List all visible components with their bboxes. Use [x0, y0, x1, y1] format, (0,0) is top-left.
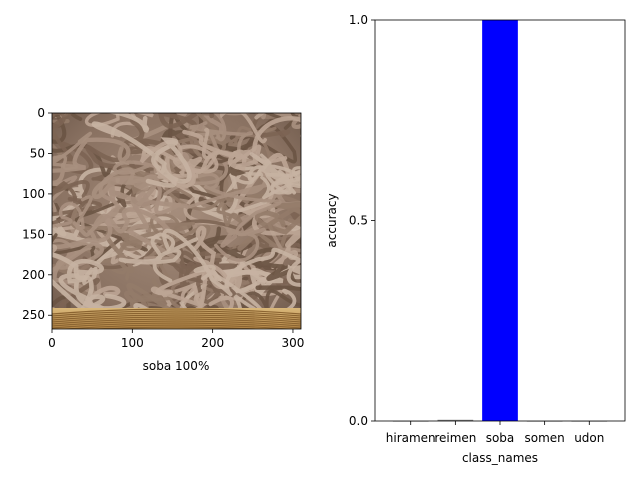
- image-y-tick-label: 250: [22, 308, 45, 322]
- y-axis-label: accuracy: [325, 193, 339, 247]
- x-tick-label-reimen: reimen: [434, 431, 476, 445]
- bars: [392, 20, 608, 422]
- x-axis-label: class_names: [462, 451, 538, 465]
- image-frame: [51, 112, 302, 330]
- image-y-axis: 0 50 100 150 200 250: [22, 106, 52, 322]
- bar-reimen: [437, 419, 474, 421]
- image-panel: 0 100 200 300 0 50 100 150 200 250 soba 100%: [22, 106, 304, 373]
- image-y-tick-label: 100: [22, 187, 45, 201]
- noodle-photo: [52, 113, 301, 329]
- x-tick-label-somen: somen: [525, 431, 565, 445]
- image-x-tick-label: 0: [48, 336, 56, 350]
- y-tick-label: 0.0: [349, 414, 368, 428]
- image-y-tick-label: 150: [22, 227, 45, 241]
- image-x-tick-label: 300: [282, 336, 305, 350]
- image-y-tick-label: 50: [30, 146, 45, 160]
- image-y-tick-label: 0: [37, 106, 45, 120]
- y-axis: 0.0 0.5 1.0: [349, 13, 375, 428]
- y-tick-label: 0.5: [349, 214, 368, 228]
- bar-soba: [482, 20, 518, 421]
- x-tick-label-udon: udon: [574, 431, 604, 445]
- image-x-tick-label: 100: [121, 336, 144, 350]
- image-caption: soba 100%: [143, 359, 210, 373]
- y-tick-label: 1.0: [349, 13, 368, 27]
- image-y-tick-label: 200: [22, 268, 45, 282]
- x-tick-label-soba: soba: [486, 431, 515, 445]
- x-tick-label-hiramen: hiramen: [386, 431, 436, 445]
- image-x-axis: 0 100 200 300: [48, 329, 304, 350]
- image-x-tick-label: 200: [201, 336, 224, 350]
